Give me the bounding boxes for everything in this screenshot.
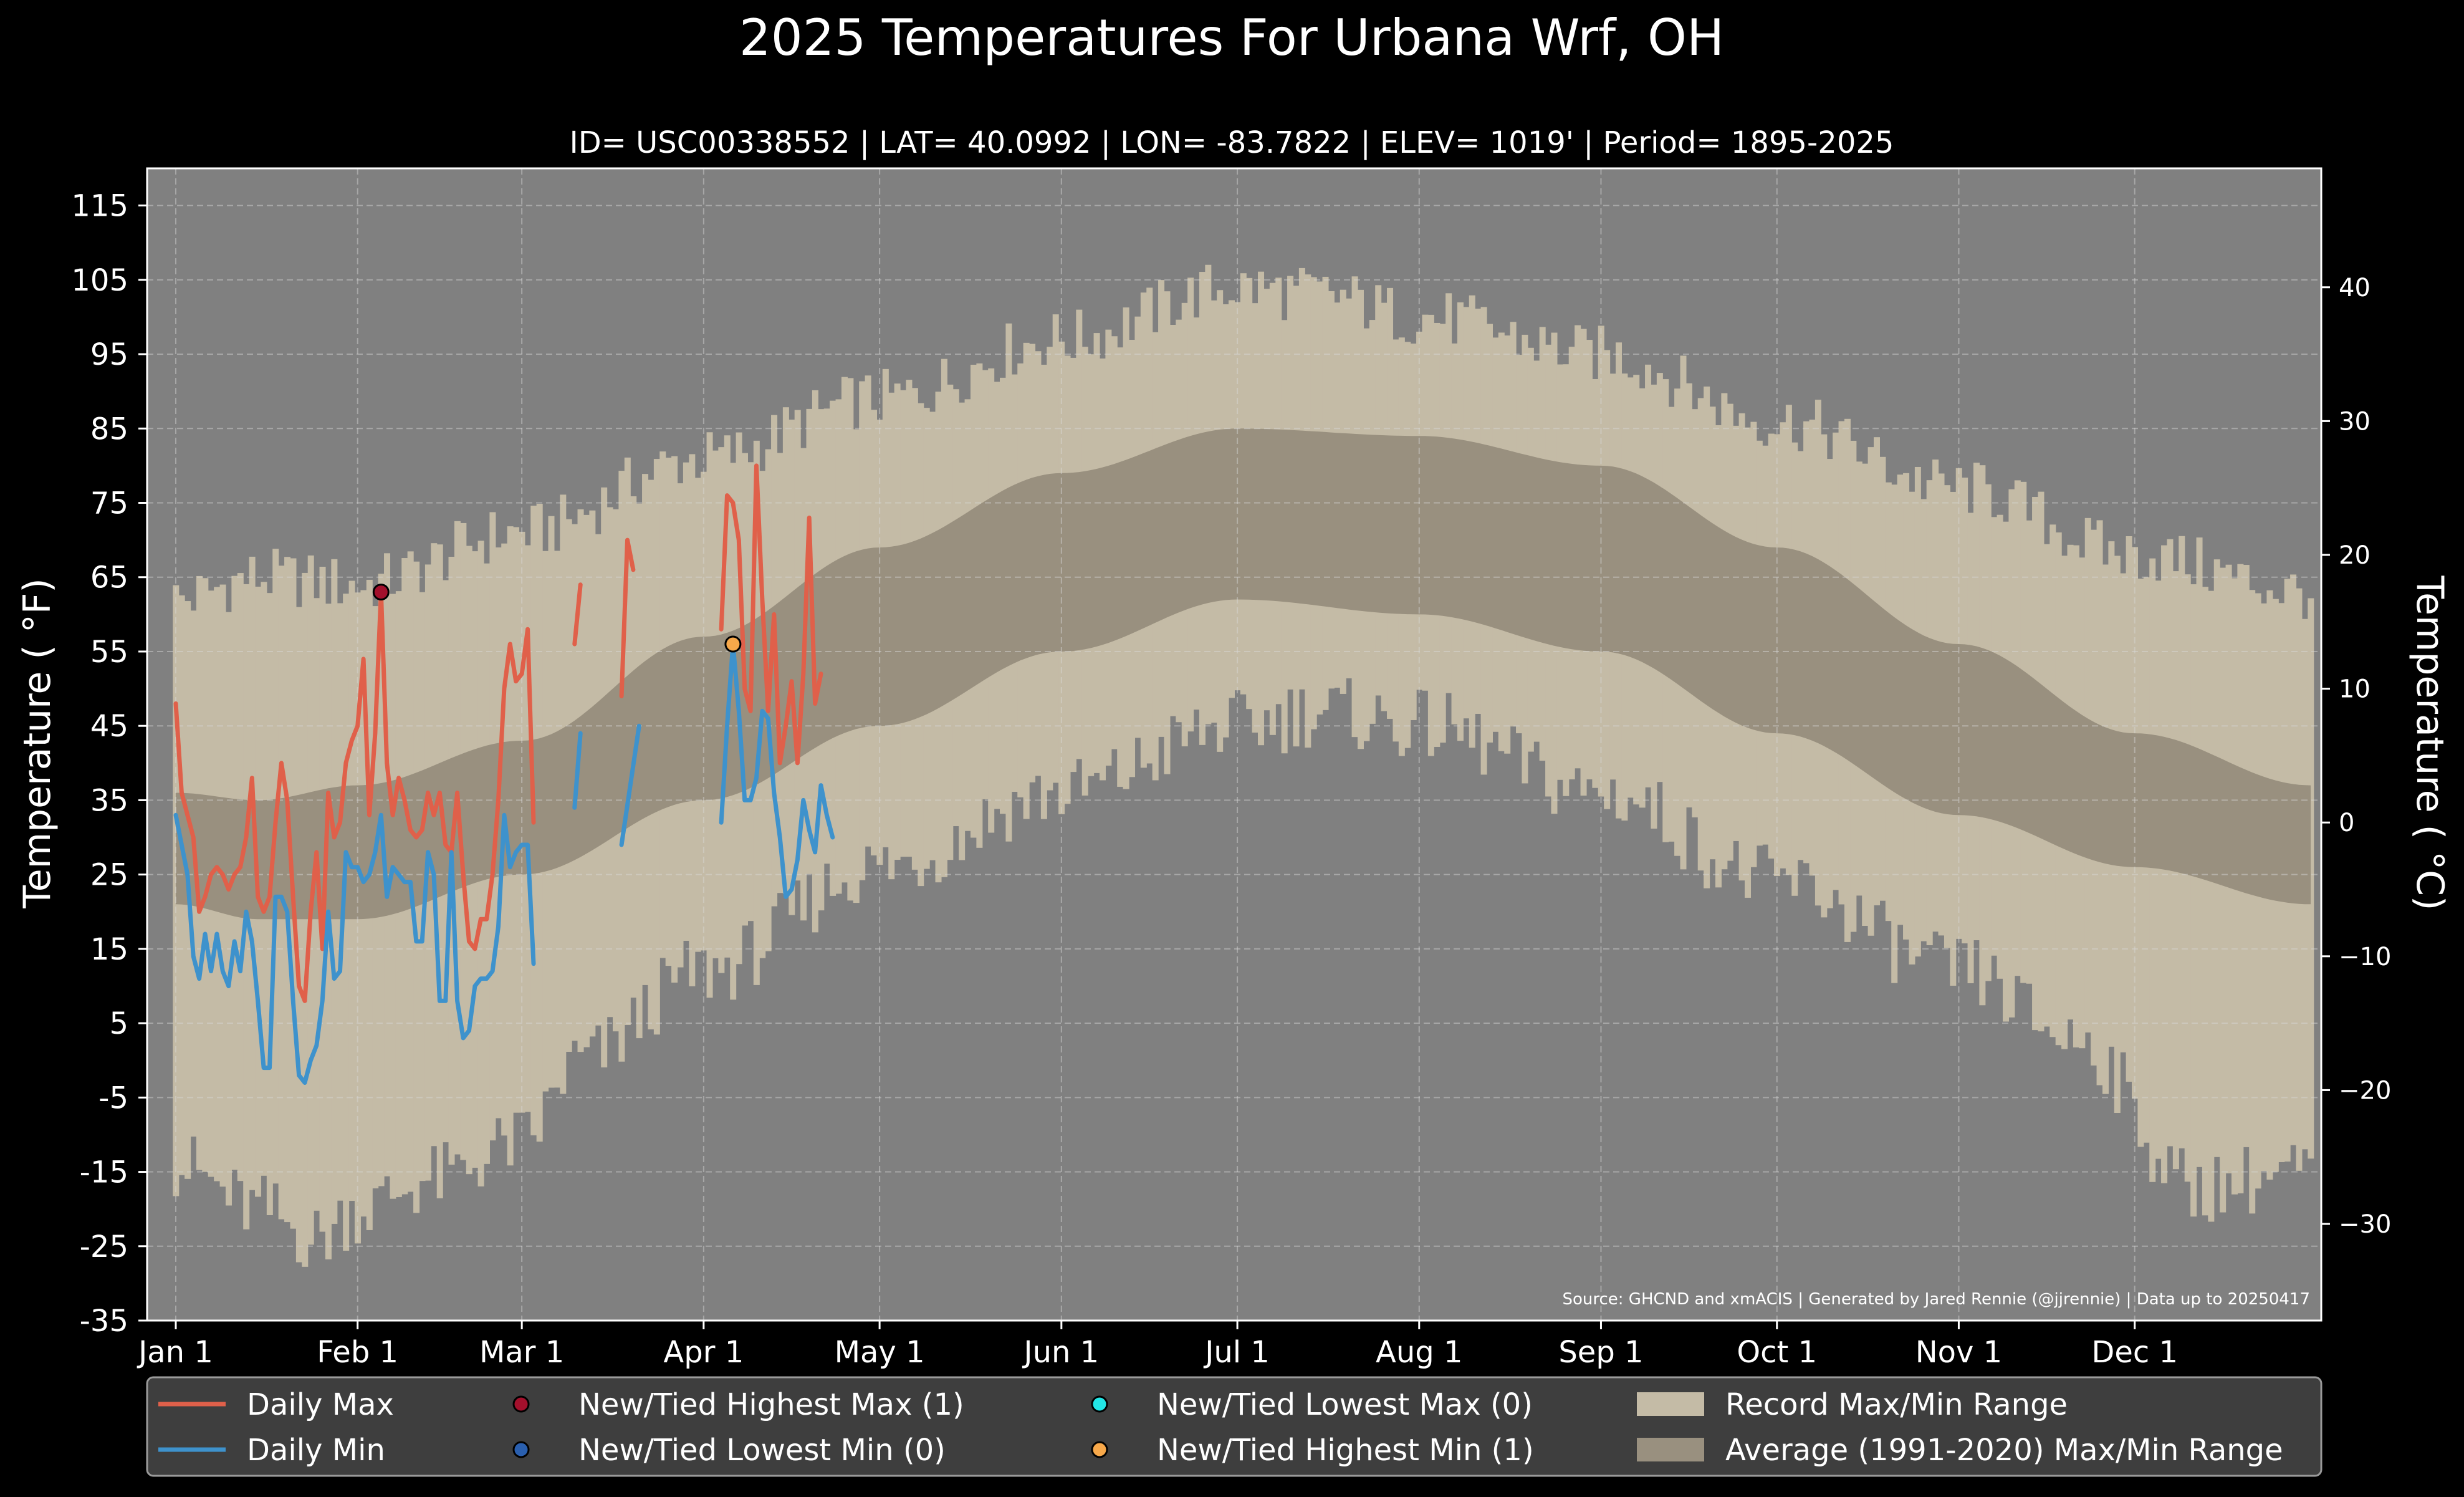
x-tick-label: Dec 1 xyxy=(2091,1335,2178,1370)
daily-min-line xyxy=(719,642,835,899)
x-tick-label: Apr 1 xyxy=(663,1335,744,1370)
record-bar xyxy=(2190,584,2197,1217)
y-tick-label: 35 xyxy=(90,783,128,818)
y-tick-label: 25 xyxy=(90,858,128,893)
x-tick-label: Nov 1 xyxy=(1915,1335,2002,1370)
legend-label: New/Tied Lowest Max (0) xyxy=(1157,1387,1533,1422)
y-right-tick-label: −10 xyxy=(2339,943,2391,971)
x-tick-label: Jan 1 xyxy=(137,1335,213,1370)
normal-band xyxy=(176,428,2311,920)
record-bar xyxy=(2249,590,2256,1214)
record-bar xyxy=(2308,598,2314,1159)
legend-swatch-dot xyxy=(512,1441,530,1458)
legend-swatch-dot xyxy=(1091,1441,1108,1458)
x-tick-label: Sep 1 xyxy=(1558,1335,1643,1370)
legend-swatch-patch xyxy=(1637,1392,1704,1416)
x-tick-label: May 1 xyxy=(835,1335,925,1370)
record-bar xyxy=(2208,590,2215,1222)
record-bar xyxy=(295,607,302,1263)
y-tick-label: 105 xyxy=(71,263,128,298)
y-tick-label: -35 xyxy=(80,1304,128,1339)
chart-subtitle: ID= USC00338552 | LAT= 40.0992 | LON= -8… xyxy=(570,125,1894,160)
record-bar xyxy=(2149,558,2156,1182)
source-note: Source: GHCND and xmACIS | Generated by … xyxy=(1562,1290,2310,1309)
daily-min-line xyxy=(572,731,583,810)
normal-range-band xyxy=(176,428,2311,920)
y-right-tick-label: 20 xyxy=(2339,541,2371,570)
y-tick-label: 55 xyxy=(90,635,128,670)
y-right-tick-label: 10 xyxy=(2339,675,2371,704)
y-tick-label: -15 xyxy=(80,1155,128,1190)
daily-min-line xyxy=(619,723,641,847)
legend-label: New/Tied Highest Min (1) xyxy=(1157,1433,1534,1468)
legend-swatch-dot xyxy=(512,1395,530,1413)
legend-label: New/Tied Highest Max (1) xyxy=(578,1387,964,1422)
y-tick-label: 65 xyxy=(90,561,128,595)
y-axis-label-right: Temperature ( °C) xyxy=(2408,575,2452,911)
x-tick-label: Oct 1 xyxy=(1737,1335,1817,1370)
legend-label: Average (1991-2020) Max/Min Range xyxy=(1725,1433,2283,1468)
y-tick-label: 5 xyxy=(109,1006,128,1041)
record-bar xyxy=(2220,567,2227,1213)
series-lines xyxy=(173,463,835,1085)
y-right-tick-label: 40 xyxy=(2339,274,2371,302)
daily-max-line xyxy=(173,590,536,1003)
y-tick-label: 85 xyxy=(90,412,128,446)
record-bar xyxy=(2184,574,2191,1182)
x-tick-label: Jun 1 xyxy=(1022,1335,1099,1370)
legend-label: Daily Min xyxy=(247,1433,385,1468)
daily-max-line xyxy=(572,582,583,647)
record-bar xyxy=(302,572,309,1267)
y-right-tick-label: 30 xyxy=(2339,407,2371,436)
y-tick-label: 15 xyxy=(90,932,128,967)
x-tick-label: Feb 1 xyxy=(317,1335,398,1370)
record-bar xyxy=(2202,587,2208,1216)
y-tick-label: 45 xyxy=(90,709,128,744)
y-tick-label: 115 xyxy=(71,189,128,224)
y-axis-label-left: Temperature ( °F) xyxy=(16,578,59,909)
legend-label: New/Tied Lowest Min (0) xyxy=(578,1433,946,1468)
x-tick-label: Aug 1 xyxy=(1376,1335,1463,1370)
daily-min-line xyxy=(173,812,536,1085)
chart-title: 2025 Temperatures For Urbana Wrf, OH xyxy=(739,9,1724,67)
legend-label: Record Max/Min Range xyxy=(1725,1387,2068,1422)
x-tick-label: Mar 1 xyxy=(479,1335,564,1370)
daily-max-line xyxy=(619,537,636,698)
y-tick-label: 95 xyxy=(90,337,128,372)
legend-box xyxy=(146,1376,2323,1477)
record-bar xyxy=(2155,580,2162,1159)
record-marker xyxy=(372,584,390,601)
y-right-tick-label: −20 xyxy=(2339,1076,2391,1105)
axes: -35 -25 -15 -5 5 15 25 35 45 55 65 75 85 95 105 115 −30 −… xyxy=(71,167,2391,1370)
daily-max-line xyxy=(719,463,823,766)
y-right-tick-label: 0 xyxy=(2339,809,2354,837)
record-bar xyxy=(343,594,350,1251)
plot-frame xyxy=(146,167,2323,1322)
y-right-tick-label: −30 xyxy=(2339,1210,2391,1239)
y-tick-label: -25 xyxy=(80,1230,128,1264)
legend-label: Daily Max xyxy=(247,1387,394,1422)
legend-swatch-patch xyxy=(1637,1438,1704,1461)
record-markers xyxy=(372,584,742,653)
legend-swatch-dot xyxy=(1091,1395,1108,1413)
y-tick-label: -5 xyxy=(98,1081,128,1115)
x-tick-label: Jul 1 xyxy=(1203,1335,1270,1370)
record-marker xyxy=(724,635,742,653)
legend: Daily Max Daily Min New/Tied Highest Max (… xyxy=(146,1376,2323,1477)
y-tick-label: 75 xyxy=(90,486,128,521)
